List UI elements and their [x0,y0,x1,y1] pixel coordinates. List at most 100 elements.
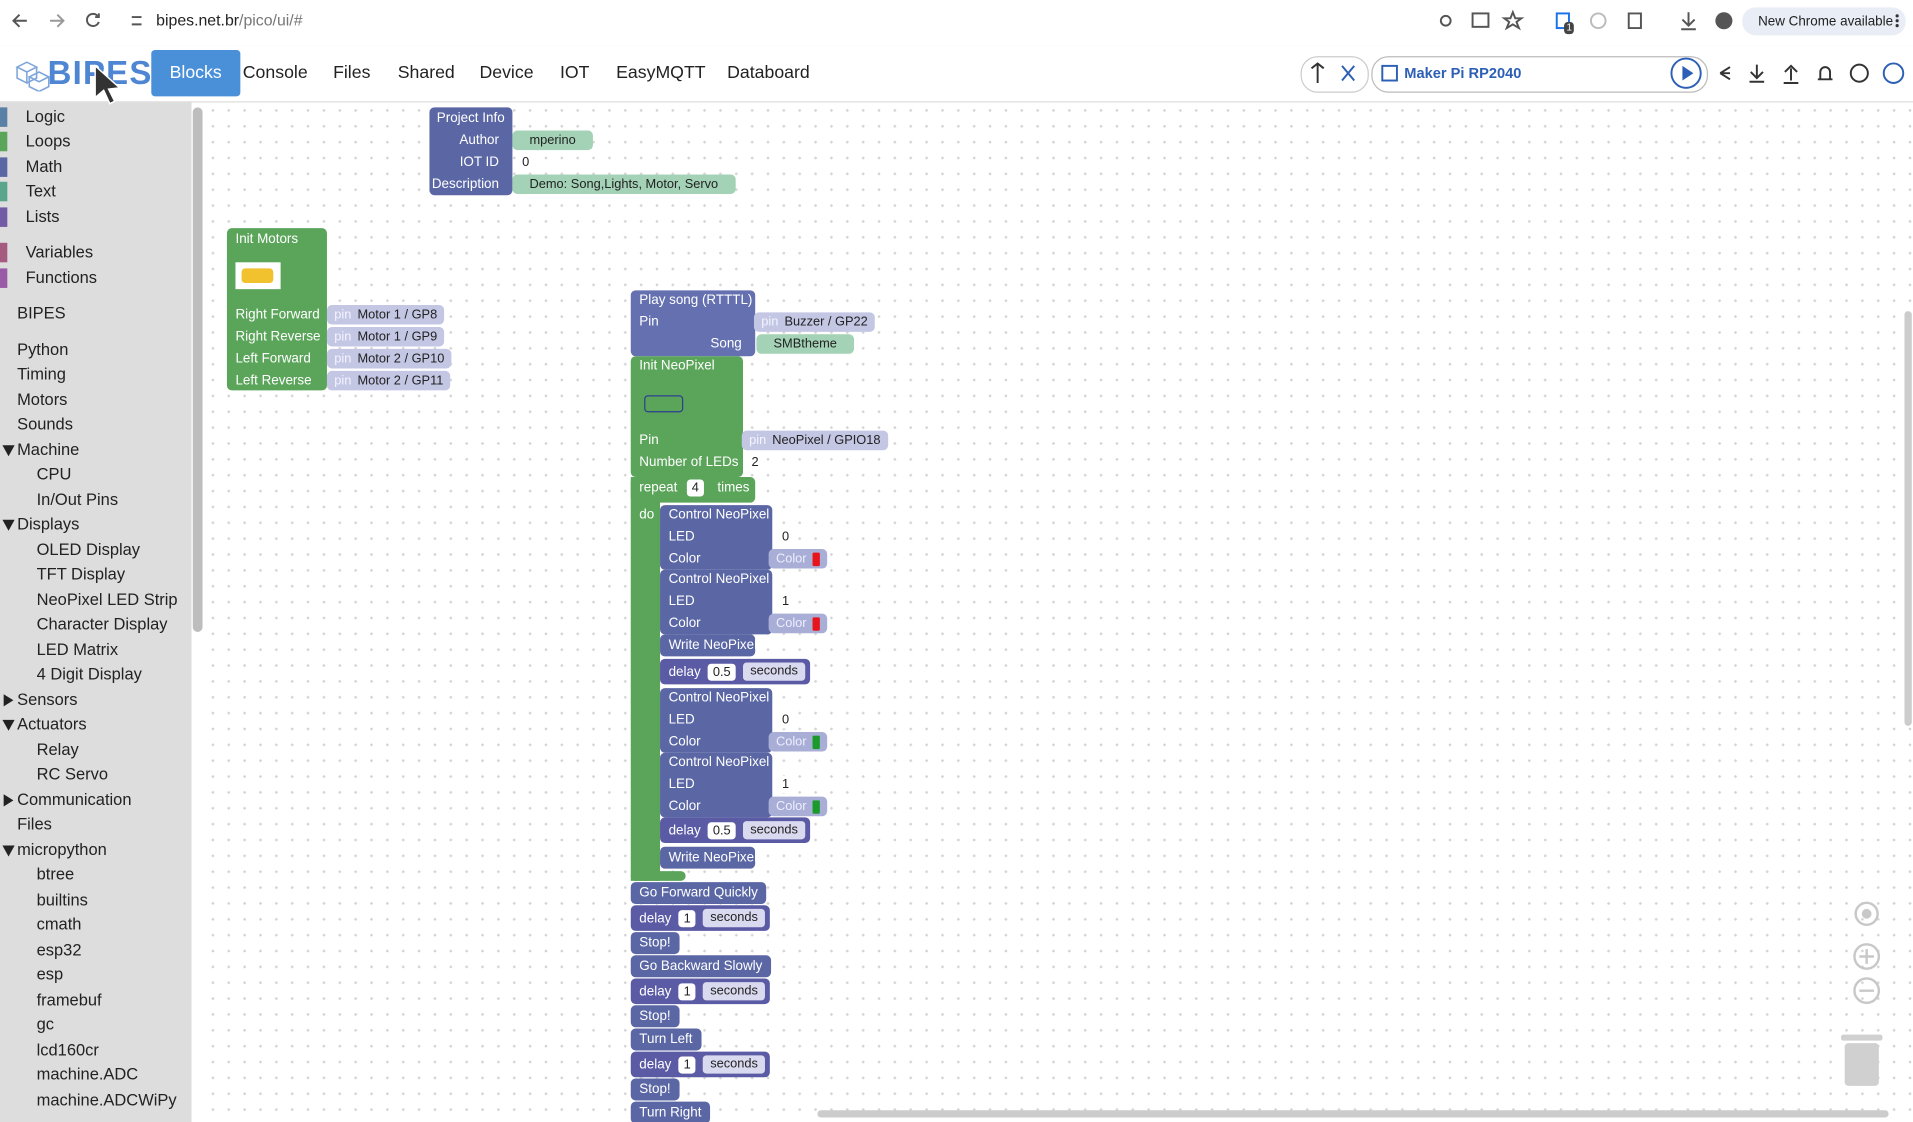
neopixel-image[interactable] [644,395,684,413]
update-button[interactable]: New Chrome available [1758,14,1894,30]
text-input[interactable]: Demo: Song,Lights, Motor, Servo [512,174,736,194]
extension-icon[interactable] [1555,12,1570,30]
nav-tab[interactable]: Device [479,63,534,83]
device-select[interactable] [1371,56,1709,93]
color-picker[interactable]: Color [768,796,828,817]
nav-tab[interactable]: Blocks [151,50,241,97]
download-icon[interactable] [1749,64,1765,83]
number-input[interactable]: 2 [746,453,764,471]
nav-tab[interactable]: Console [242,63,308,83]
number-input[interactable]: 1 [678,1055,696,1074]
pin-dropdown[interactable]: pin Motor 1 / GP8 [326,305,445,325]
block-control-neopixel[interactable] [660,752,773,818]
block-action[interactable]: Go Backward Slowly [630,955,771,978]
unit-dropdown[interactable]: seconds [702,982,766,1001]
category-color[interactable] [0,131,8,152]
block-init-motors[interactable] [226,228,327,391]
number-input[interactable]: 1 [777,775,795,794]
category-color[interactable] [0,107,8,127]
color-picker[interactable]: Color [768,549,828,569]
downloads-icon[interactable] [1681,12,1696,31]
pin-dropdown[interactable]: pin Buzzer / GP22 [753,312,876,332]
block-action[interactable]: Stop! [630,1078,680,1101]
bluetooth-icon[interactable] [1341,65,1355,82]
block-control-neopixel[interactable] [660,688,773,753]
extensions-menu[interactable] [1627,12,1642,30]
block-action[interactable]: Stop! [630,932,680,955]
key-icon[interactable] [1439,14,1452,27]
profile-avatar[interactable] [1715,12,1733,30]
site-info[interactable] [131,16,142,26]
block-repeat-foot[interactable] [630,871,686,881]
block-action[interactable]: Turn Left [630,1028,702,1051]
block-action[interactable]: Go Forward Quickly [630,882,767,905]
nav-tab[interactable]: Databoard [727,63,810,83]
color-picker[interactable]: Color [768,613,828,634]
zoom-in-button[interactable] [1853,943,1881,970]
motor-image-body[interactable] [241,268,274,284]
share-icon[interactable] [1719,66,1731,81]
color-picker[interactable]: Color [768,732,828,752]
block-init-neopixel[interactable] [630,356,743,478]
number-input[interactable]: 1 [678,909,696,927]
pin-dropdown[interactable]: pin Motor 2 / GP11 [326,370,451,391]
device-icon[interactable] [1381,64,1398,82]
nav-tab[interactable]: Shared [397,63,455,83]
unit-dropdown[interactable]: seconds [702,908,766,928]
notifications-icon[interactable] [1817,66,1833,81]
bookmark-icon[interactable] [1501,9,1525,31]
category-color[interactable] [0,242,8,263]
block-control-neopixel[interactable] [660,569,773,635]
forward-button[interactable] [50,13,65,28]
block-control-neopixel[interactable] [660,505,773,570]
number-input[interactable]: 0 [517,153,535,171]
block-repeat-arm[interactable] [630,477,661,881]
number-input[interactable]: 4 [686,479,704,497]
block-action[interactable]: Turn Right [630,1101,711,1122]
block-action[interactable]: Stop! [630,1005,680,1028]
pin-dropdown[interactable]: pin NeoPixel / GPIO18 [741,430,888,451]
category-color[interactable] [0,181,8,202]
install-icon[interactable] [1471,12,1490,28]
upload-icon[interactable] [1783,64,1799,84]
workspace[interactable] [204,102,1913,1122]
block-delay[interactable]: delay 0.5 seconds [660,817,811,844]
unit-dropdown[interactable]: seconds [702,1055,766,1074]
sidebar-scrollbar[interactable] [192,107,203,632]
url[interactable]: bipes.net.br/pico/ui/# [156,11,302,31]
pin-dropdown[interactable]: pin Motor 1 / GP9 [326,326,445,347]
text-input[interactable]: SMBtheme [756,334,854,354]
run-button[interactable] [1670,57,1702,89]
block-delay[interactable]: delay 1 seconds [630,1051,771,1078]
block-write-neopixel[interactable] [660,846,756,869]
pin-dropdown[interactable]: pin Motor 2 / GP10 [326,348,452,369]
block-project-info[interactable] [429,107,513,196]
block-play-song[interactable] [630,290,756,357]
account-icon[interactable] [1882,62,1905,84]
category-color[interactable] [0,268,8,288]
extension-icon[interactable] [1589,12,1607,30]
number-input[interactable]: 0 [777,711,795,729]
reload-button[interactable] [86,12,100,27]
recenter-button[interactable] [1854,901,1879,927]
trash-can[interactable] [1844,1043,1879,1086]
block-delay[interactable]: delay 0.5 seconds [660,658,811,685]
workspace-scrollbar-v[interactable] [1904,311,1912,726]
block-delay[interactable]: delay 1 seconds [630,905,771,931]
zoom-out-button[interactable] [1853,977,1881,1005]
back-button[interactable] [12,13,27,28]
nav-tab[interactable]: IOT [559,63,590,83]
block-delay[interactable]: delay 1 seconds [630,978,771,1005]
nav-tab[interactable]: Files [333,63,371,83]
unit-dropdown[interactable]: seconds [742,662,806,681]
workspace-scrollbar-h[interactable] [817,1110,1889,1118]
number-input[interactable]: 1 [678,982,696,1000]
usb-icon[interactable] [1310,62,1325,83]
block-write-neopixel[interactable] [660,634,756,657]
category-color[interactable] [0,157,8,177]
text-input[interactable]: mperino [512,130,593,151]
number-input[interactable]: 0.5 [707,663,736,681]
nav-tab[interactable]: EasyMQTT [616,63,706,83]
update-pill[interactable] [1742,7,1906,36]
help-icon[interactable] [1849,63,1869,83]
